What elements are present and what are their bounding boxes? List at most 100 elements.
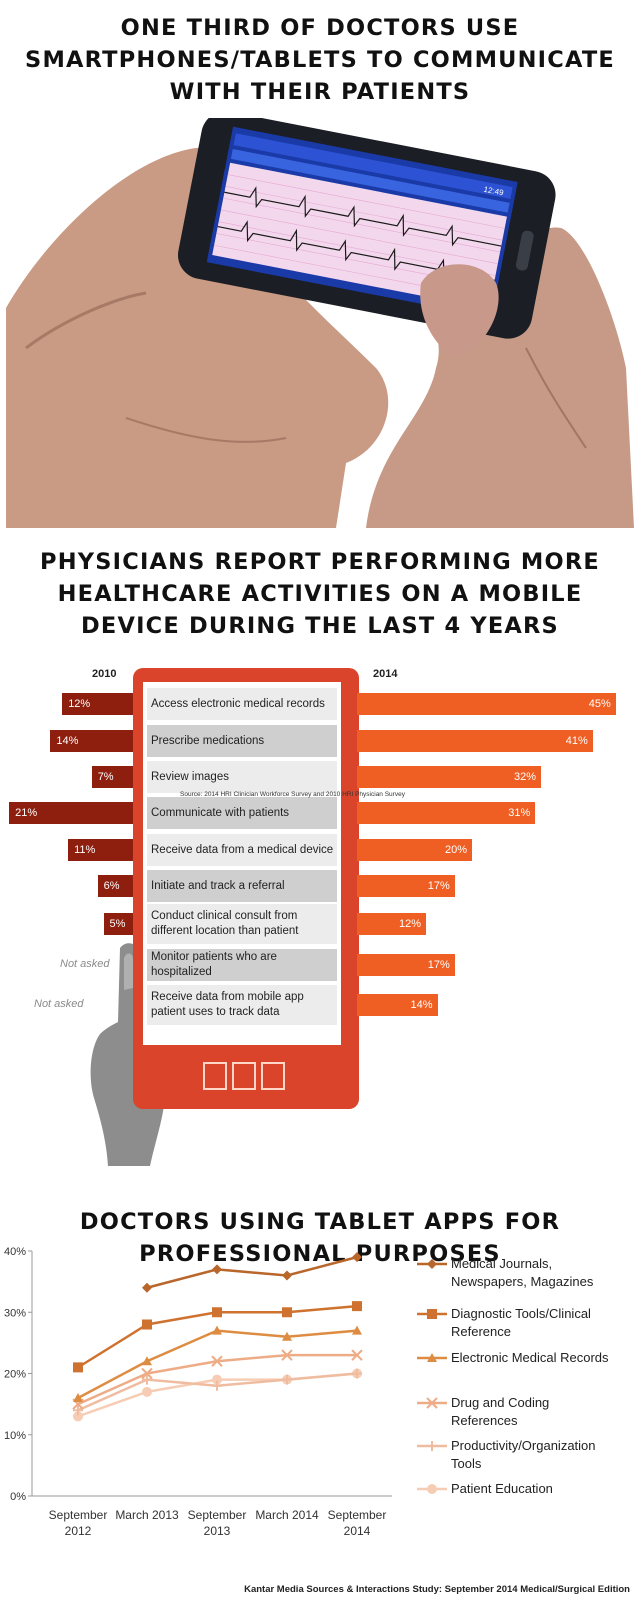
status-bar-time: 12:49 <box>483 185 505 198</box>
device-button <box>261 1062 285 1090</box>
bar-2014: 17% <box>357 954 455 976</box>
legend-label: Diagnostic Tools/Clinical <box>451 1306 591 1321</box>
heading-line: DEVICE DURING THE LAST 4 YEARS <box>81 613 559 639</box>
year-label-2014: 2014 <box>373 668 398 680</box>
heading-mobile-activities: PHYSICIANS REPORT PERFORMING MORE HEALTH… <box>0 546 640 642</box>
bar-2014: 20% <box>357 839 472 861</box>
data-point <box>282 1374 292 1385</box>
y-tick-label: 10% <box>4 1430 26 1442</box>
activity-label: Prescribe medications <box>147 725 337 757</box>
legend-marker <box>426 1397 438 1409</box>
x-tick-label: September <box>188 1508 247 1522</box>
data-point <box>73 1362 83 1373</box>
bar-2010: 12% <box>62 693 133 715</box>
data-point <box>73 1393 83 1402</box>
data-point <box>142 1386 152 1397</box>
activity-label: Initiate and track a referral <box>147 870 337 902</box>
bar-2010: 7% <box>91 766 133 788</box>
bar-2014: 41% <box>357 730 593 752</box>
bar-2014: 32% <box>357 766 541 788</box>
tablet-apps-line-chart: 0% 10% 20% 30% 40% September 2012 March 2013 Sep… <box>4 1246 609 1538</box>
heading-doctors-communicate: ONE THIRD OF DOCTORS USE SMARTPHONES/TAB… <box>0 12 640 108</box>
legend-label: Reference <box>451 1324 511 1339</box>
bar-2014: 45% <box>357 693 616 715</box>
activity-label: Receive data from a medical device <box>147 834 337 866</box>
thumb <box>420 264 499 358</box>
legend-label: Newspapers, Magazines <box>451 1274 594 1289</box>
bar-2010: 11% <box>68 839 133 861</box>
bar-2010: 5% <box>103 913 133 935</box>
legend-label: Drug and Coding <box>451 1395 549 1410</box>
data-point <box>282 1270 292 1281</box>
activity-label: Review images <box>147 761 337 793</box>
heading-line: HEALTHCARE ACTIVITIES ON A MOBILE <box>57 581 583 607</box>
data-point <box>212 1307 222 1318</box>
legend-label: Productivity/Organization <box>451 1438 596 1453</box>
heading-line: PROFESSIONAL PURPOSES <box>139 1241 501 1267</box>
activity-label: Monitor patients who are hospitalized <box>147 949 337 981</box>
legend-marker <box>427 1259 437 1269</box>
legend-label: Medical Journals, <box>451 1256 552 1271</box>
heading-line: WITH THEIR PATIENTS <box>169 79 471 105</box>
y-tick-label: 0% <box>10 1491 26 1503</box>
activity-label: Receive data from mobile app patient uses… <box>147 985 337 1025</box>
bar-2014: 17% <box>357 875 455 897</box>
not-asked-label: Not asked <box>34 998 84 1010</box>
year-label-2010: 2010 <box>92 668 117 680</box>
heading-line: ONE THIRD OF DOCTORS USE <box>120 15 520 41</box>
data-point <box>352 1368 362 1379</box>
data-point <box>282 1331 292 1341</box>
heading-line: DOCTORS USING TABLET APPS FOR <box>79 1209 561 1235</box>
data-point <box>211 1355 223 1367</box>
data-point <box>141 1367 153 1380</box>
y-tick-label: 40% <box>4 1246 26 1258</box>
data-point <box>212 1380 222 1391</box>
data-point <box>212 1264 222 1275</box>
study-credit: Kantar Media Sources & Interactions Stud… <box>244 1584 630 1595</box>
heading-line: SMARTPHONES/TABLETS TO COMMUNICATE <box>25 47 615 73</box>
device-button <box>203 1062 227 1090</box>
data-point <box>73 1405 83 1416</box>
data-point <box>282 1307 292 1318</box>
data-point <box>281 1349 293 1361</box>
legend-marker <box>427 1484 437 1494</box>
heading-line: PHYSICIANS REPORT PERFORMING MORE <box>40 549 600 575</box>
legend-marker <box>427 1353 437 1362</box>
activities-bar-chart: 2010 2014 Access electronic medical reco… <box>0 660 640 1200</box>
data-point <box>142 1356 152 1366</box>
hands-holding-phone-illustration: 12:49 <box>6 118 634 528</box>
bar-2010: 14% <box>50 730 133 752</box>
activity-label: Conduct clinical consult from different l… <box>147 904 337 944</box>
data-point <box>352 1301 362 1312</box>
y-tick-label: 20% <box>4 1369 26 1381</box>
data-point <box>351 1349 363 1361</box>
data-point <box>142 1282 152 1293</box>
legend-label: Tools <box>451 1456 482 1471</box>
legend-marker <box>427 1441 437 1451</box>
left-hand <box>6 147 389 528</box>
legend-label: Electronic Medical Records <box>451 1350 609 1365</box>
activity-label: Access electronic medical records <box>147 688 337 720</box>
x-tick-label: September <box>49 1508 108 1522</box>
chart-source-note: Source: 2014 HRI Clinician Workforce Sur… <box>180 791 405 798</box>
data-point <box>73 1411 83 1422</box>
x-tick-label: March 2013 <box>115 1508 179 1522</box>
series-line <box>146 1255 358 1289</box>
bar-2010: 6% <box>97 875 133 897</box>
y-tick-label: 30% <box>4 1307 26 1319</box>
x-tick-label: September <box>328 1508 387 1522</box>
x-tick-label: 2012 <box>65 1524 92 1538</box>
legend-marker <box>427 1309 437 1319</box>
data-point <box>212 1374 222 1385</box>
data-point <box>352 1325 362 1335</box>
legend-label: References <box>451 1413 518 1428</box>
data-point <box>142 1374 152 1385</box>
bar-2014: 31% <box>357 802 536 824</box>
legend-label: Patient Education <box>451 1481 553 1496</box>
x-tick-label: March 2014 <box>255 1508 319 1522</box>
activity-label: Communicate with patients <box>147 797 337 829</box>
x-tick-label: 2014 <box>344 1524 371 1538</box>
bar-2010: 21% <box>9 802 133 824</box>
x-tick-label: 2013 <box>204 1524 231 1538</box>
not-asked-label: Not asked <box>60 958 110 970</box>
